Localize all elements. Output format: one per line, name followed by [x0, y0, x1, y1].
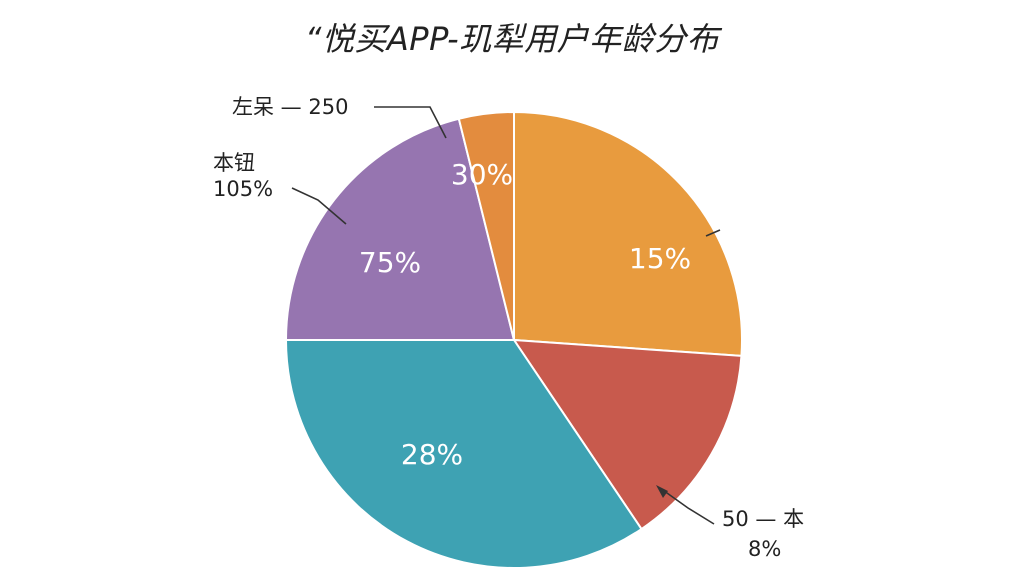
pie-slices	[284, 110, 743, 569]
leader-line-right	[705, 229, 721, 237]
chart-title: “悦买APP-玑犁用户年龄分布	[304, 20, 720, 58]
pie-slice-4	[457, 110, 515, 341]
annotation-bottom-line1: 50 — 本	[722, 507, 804, 531]
annotation-top: 左呆 — 250	[232, 95, 348, 119]
leader-line-bottom	[659, 487, 715, 525]
leader-line-left	[291, 187, 347, 225]
annotation-left-line1: 本钮	[213, 151, 255, 175]
pie-slice-2	[284, 339, 643, 569]
pie-slice-0	[513, 110, 743, 357]
pie-slice-3	[284, 117, 516, 341]
pie-slice-labels: 15% 28% 75% 30%	[359, 158, 691, 471]
pie-slice-1	[512, 338, 743, 531]
annotation-bottom-line2: 8%	[748, 537, 781, 561]
slice-value-label-2: 28%	[401, 438, 463, 471]
annotation-left-line2: 105%	[213, 177, 273, 201]
leader-line-top	[374, 106, 447, 139]
arrowhead-icon	[656, 485, 668, 498]
slice-value-label-0: 15%	[629, 242, 691, 275]
slice-value-label-4: 30%	[451, 158, 513, 191]
slice-value-label-3: 75%	[359, 246, 421, 279]
